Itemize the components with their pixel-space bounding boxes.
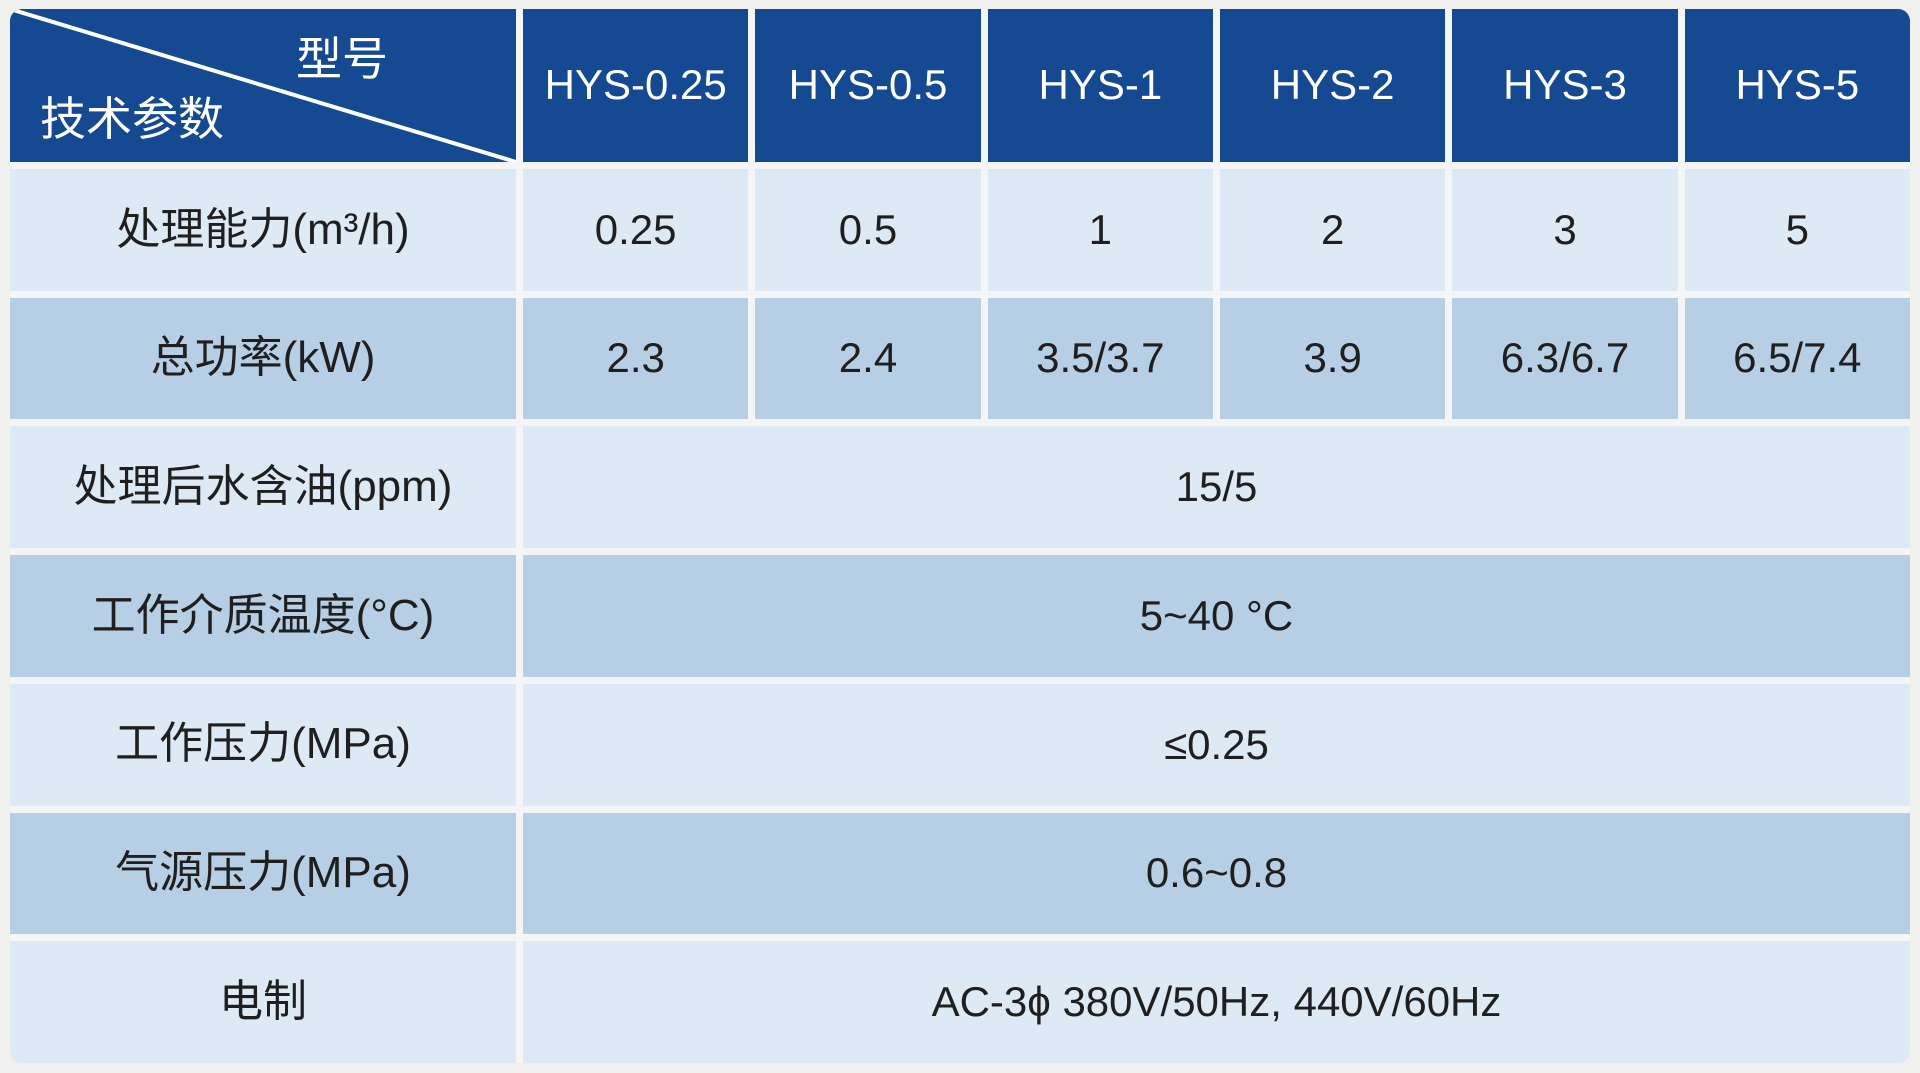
model-header-hys-1: HYS-1	[987, 9, 1213, 162]
row-label-electrical-system: 电制	[10, 941, 516, 1063]
capacity-value: 5	[1684, 169, 1910, 291]
capacity-value: 1	[987, 169, 1213, 291]
model-header-hys-2: HYS-2	[1219, 9, 1446, 162]
spec-table-grid: 型号 技术参数 HYS-0.25 HYS-0.5 HYS-1 HYS-2 HYS…	[10, 9, 1910, 1063]
model-header-hys-05: HYS-0.5	[755, 9, 981, 162]
oil-content-value: 15/5	[523, 426, 1910, 549]
row-label-medium-temperature: 工作介质温度(°C)	[10, 555, 516, 677]
capacity-value: 3	[1452, 169, 1678, 291]
spec-table: 型号 技术参数 HYS-0.25 HYS-0.5 HYS-1 HYS-2 HYS…	[10, 9, 1910, 1063]
medium-temperature-value: 5~40 °C	[523, 555, 1910, 677]
row-label-total-power: 总功率(kW)	[10, 297, 516, 420]
power-value: 6.3/6.7	[1452, 297, 1678, 420]
corner-params-label: 技术参数	[40, 93, 224, 146]
row-label-air-pressure: 气源压力(MPa)	[10, 812, 516, 935]
air-pressure-value: 0.6~0.8	[523, 812, 1910, 935]
capacity-value: 0.25	[523, 169, 749, 291]
model-header-hys-025: HYS-0.25	[523, 9, 749, 162]
row-label-oil-content: 处理后水含油(ppm)	[10, 426, 516, 549]
capacity-value: 2	[1219, 169, 1446, 291]
model-header-hys-3: HYS-3	[1452, 9, 1678, 162]
power-value: 3.9	[1219, 297, 1446, 420]
header-corner-cell: 型号 技术参数	[10, 9, 516, 162]
capacity-value: 0.5	[755, 169, 981, 291]
power-value: 3.5/3.7	[987, 297, 1213, 420]
power-value: 2.3	[523, 297, 749, 420]
working-pressure-value: ≤0.25	[523, 683, 1910, 806]
electrical-system-value: AC-3ϕ 380V/50Hz, 440V/60Hz	[523, 941, 1910, 1063]
model-header-hys-5: HYS-5	[1684, 9, 1910, 162]
corner-model-label: 型号	[296, 33, 388, 85]
row-label-working-pressure: 工作压力(MPa)	[10, 683, 516, 806]
power-value: 6.5/7.4	[1684, 297, 1910, 420]
row-label-capacity: 处理能力(m³/h)	[10, 169, 516, 291]
power-value: 2.4	[755, 297, 981, 420]
diagonal-divider-line	[10, 9, 516, 162]
